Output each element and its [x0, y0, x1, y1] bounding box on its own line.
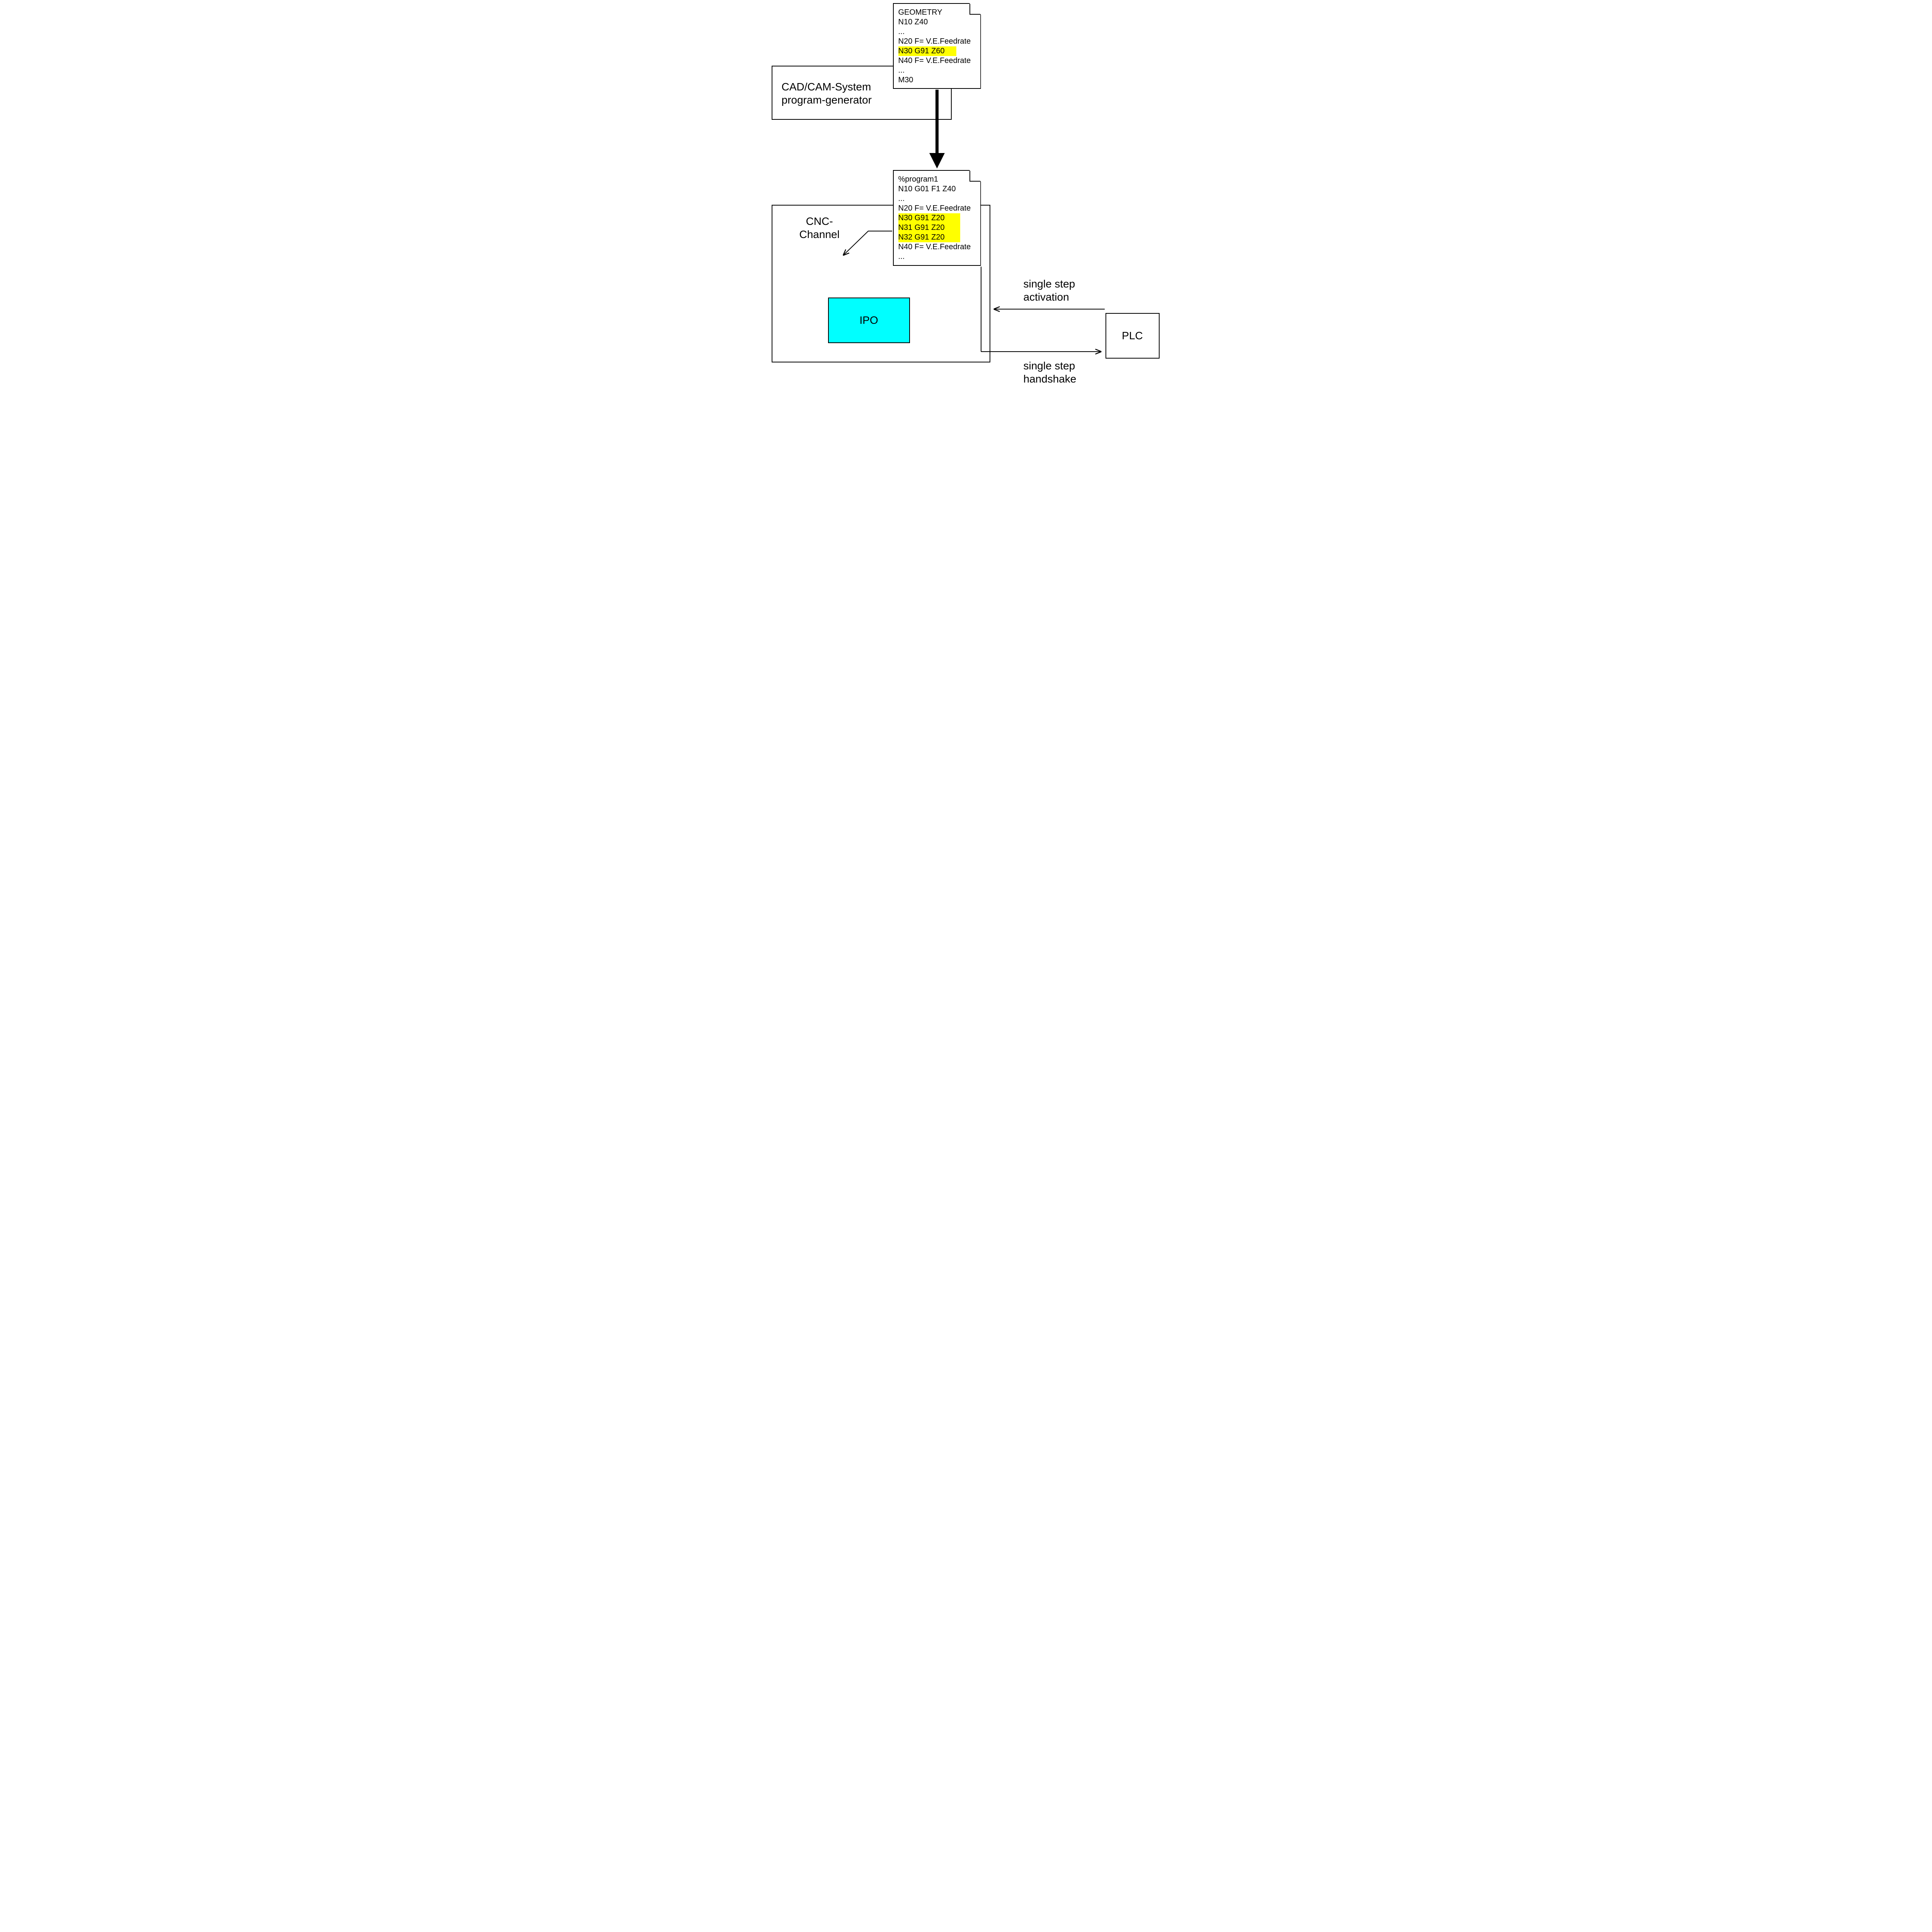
doc-fold-icon — [969, 170, 981, 182]
cadcam-label-line2: program-generator — [782, 94, 872, 106]
doc-program-content: %program1 N10 G01 F1 Z40 ... N20 F= V.E.… — [894, 171, 980, 265]
doc1-line: N10 Z40 — [898, 17, 976, 27]
doc1-line: ... — [898, 27, 976, 37]
cadcam-label: CAD/CAM-System program-generator — [782, 80, 872, 106]
doc1-highlight: N30 G91 Z60 — [898, 46, 956, 56]
ipo-label: IPO — [859, 314, 878, 327]
plc-label: PLC — [1122, 329, 1143, 342]
doc2-line: N40 F= V.E.Feedrate — [898, 242, 976, 252]
doc1-line: N20 F= V.E.Feedrate — [898, 37, 976, 46]
doc1-line: ... — [898, 66, 976, 75]
doc2-line: %program1 — [898, 175, 976, 184]
cadcam-label-line1: CAD/CAM-System — [782, 81, 871, 93]
diagram-canvas: CAD/CAM-System program-generator GEOMETR… — [766, 0, 1166, 396]
doc2-highlight: N32 G91 Z20 — [898, 233, 960, 242]
activation-label: single step activation — [1024, 277, 1075, 303]
doc2-line: ... — [898, 194, 976, 204]
doc2-line: N10 G01 F1 Z40 — [898, 184, 976, 194]
handshake-label: single step handshake — [1024, 359, 1077, 385]
ipo-box: IPO — [828, 298, 910, 343]
doc1-line: M30 — [898, 75, 976, 85]
cnc-label-line2: Channel — [799, 228, 840, 240]
doc1-line: N40 F= V.E.Feedrate — [898, 56, 976, 66]
doc2-line: N20 F= V.E.Feedrate — [898, 204, 976, 213]
doc2-highlight: N31 G91 Z20 — [898, 223, 960, 233]
plc-box: PLC — [1105, 313, 1160, 359]
doc-geometry: GEOMETRY N10 Z40 ... N20 F= V.E.Feedrate… — [893, 3, 981, 89]
doc-geometry-content: GEOMETRY N10 Z40 ... N20 F= V.E.Feedrate… — [894, 4, 980, 89]
doc-fold-icon — [969, 3, 981, 15]
doc1-line: GEOMETRY — [898, 8, 976, 17]
cnc-label-line1: CNC- — [806, 215, 833, 227]
doc2-line: ... — [898, 252, 976, 262]
doc2-highlight: N30 G91 Z20 — [898, 213, 960, 223]
doc-program: %program1 N10 G01 F1 Z40 ... N20 F= V.E.… — [893, 170, 981, 266]
cnc-label: CNC- Channel — [799, 215, 840, 241]
